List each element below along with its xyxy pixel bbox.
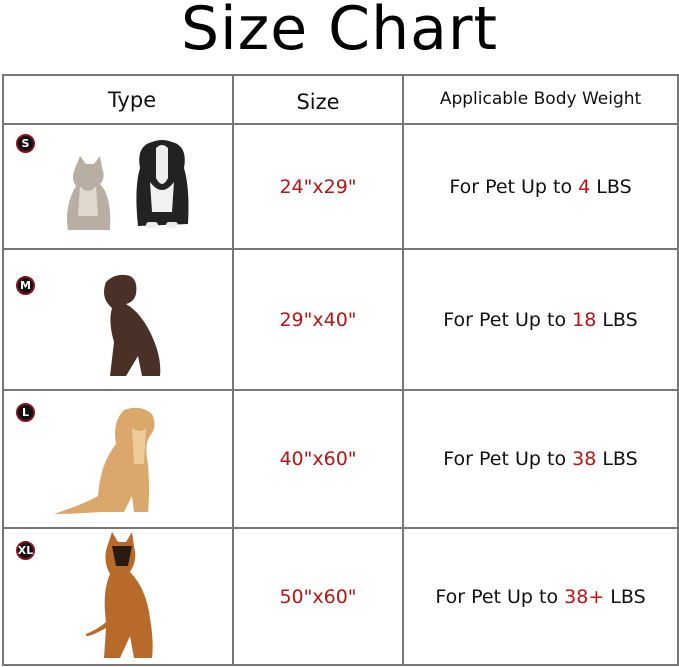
weight-value: For Pet Up to 18 LBS bbox=[404, 250, 677, 389]
golden-retriever-image bbox=[54, 407, 155, 514]
size-value: 40"x60" bbox=[279, 448, 357, 470]
size-table: Type Size Applicable Body Weight S 24"x2… bbox=[2, 74, 679, 666]
size-badge-m: M bbox=[16, 276, 35, 295]
cat-image bbox=[67, 156, 111, 230]
weight-unit: LBS bbox=[596, 448, 638, 470]
size-value: 24"x29" bbox=[279, 175, 357, 198]
divider bbox=[402, 76, 404, 664]
labrador-image bbox=[104, 274, 161, 376]
weight-number: 38+ bbox=[564, 585, 605, 608]
divider bbox=[232, 76, 234, 664]
size-value: 29"x40" bbox=[279, 308, 357, 331]
weight-prefix: For Pet Up to bbox=[449, 175, 579, 198]
weight-number: 18 bbox=[572, 308, 597, 331]
weight-unit: LBS bbox=[590, 175, 632, 198]
divider bbox=[4, 527, 677, 529]
weight-value: For Pet Up to 38 LBS bbox=[404, 391, 677, 527]
german-shepherd-image bbox=[85, 532, 153, 658]
weight-number: 4 bbox=[578, 175, 591, 198]
header-type: Type bbox=[107, 87, 157, 112]
size-badge-s: S bbox=[16, 134, 35, 153]
divider bbox=[4, 389, 677, 391]
divider bbox=[4, 123, 677, 125]
weight-unit: LBS bbox=[604, 585, 646, 608]
weight-number: 38 bbox=[572, 448, 597, 470]
size-badge-xl: XL bbox=[16, 541, 35, 560]
weight-unit: LBS bbox=[596, 308, 638, 331]
header-weight: Applicable Body Weight bbox=[439, 88, 642, 109]
puppy-image bbox=[136, 140, 189, 228]
size-badge-l: L bbox=[16, 403, 35, 422]
divider bbox=[4, 248, 677, 250]
page-title: Size Chart bbox=[180, 0, 499, 64]
header-size: Size bbox=[296, 89, 340, 114]
size-value: 50"x60" bbox=[279, 585, 357, 608]
weight-prefix: For Pet Up to bbox=[443, 448, 573, 470]
weight-value: For Pet Up to 38+ LBS bbox=[404, 529, 677, 664]
weight-prefix: For Pet Up to bbox=[435, 585, 565, 608]
weight-prefix: For Pet Up to bbox=[443, 308, 573, 331]
weight-value: For Pet Up to 4 LBS bbox=[404, 125, 677, 248]
